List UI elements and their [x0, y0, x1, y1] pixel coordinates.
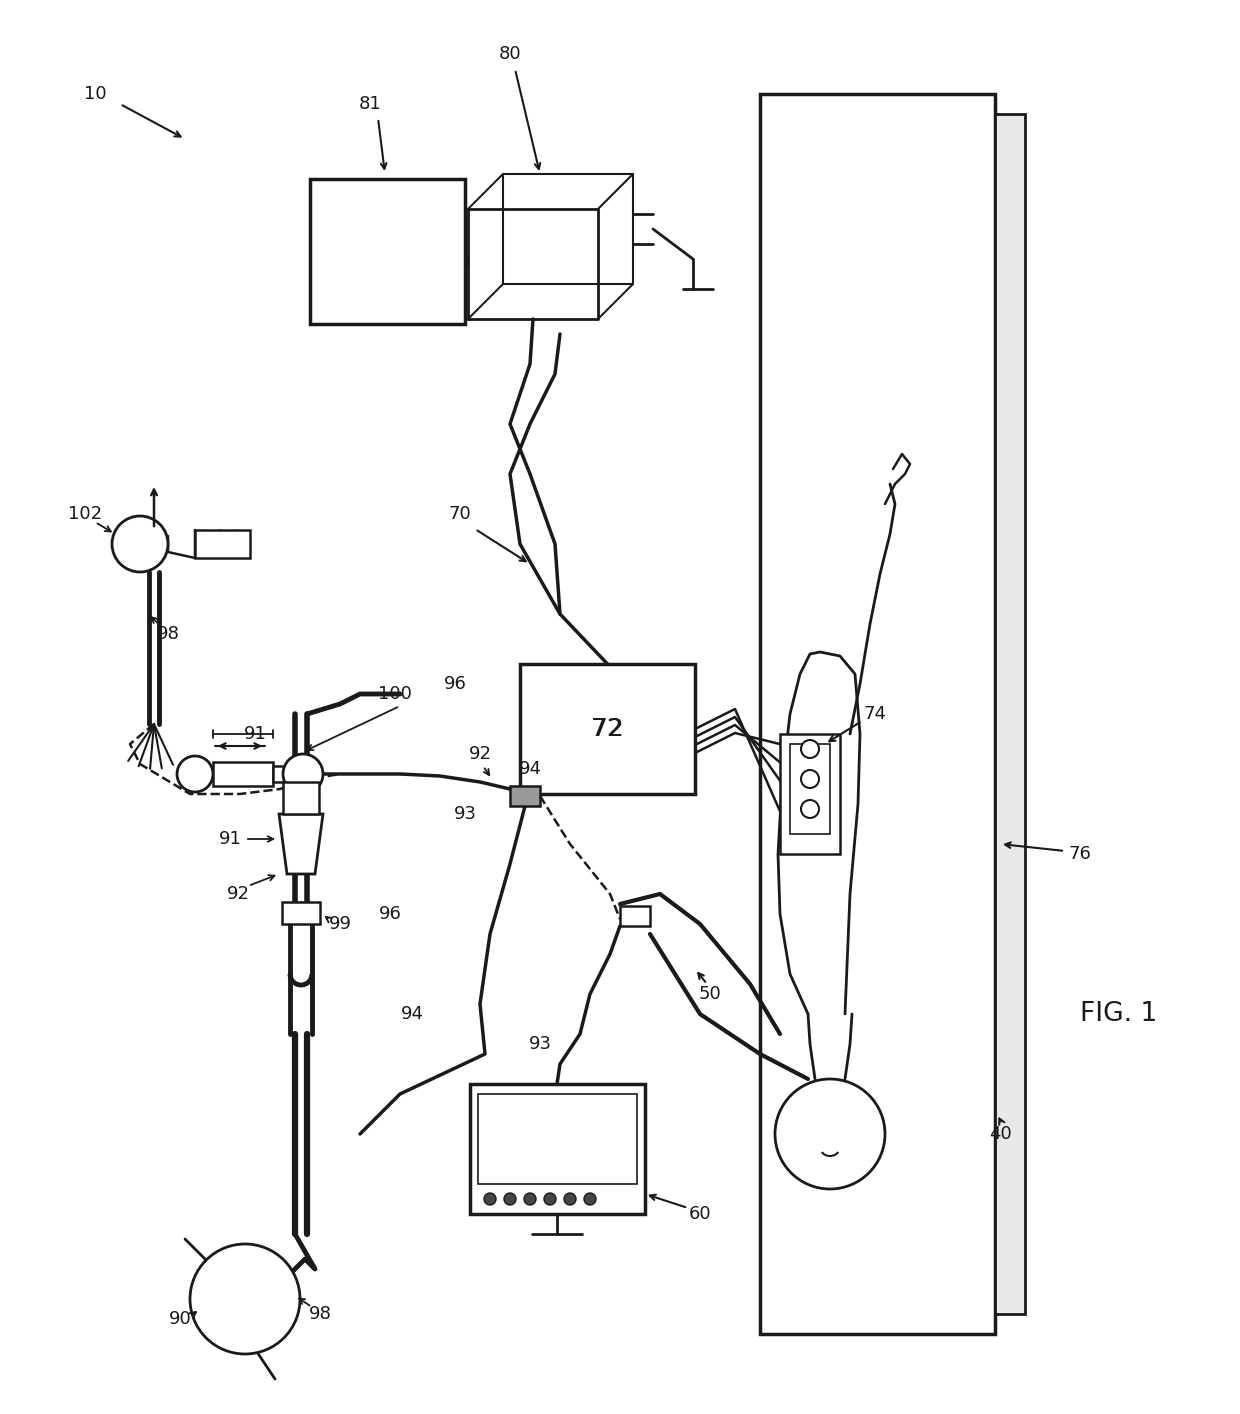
Text: 96: 96	[378, 905, 402, 923]
Bar	[213, 762, 273, 786]
Circle shape	[801, 800, 818, 819]
Text: 91: 91	[243, 725, 267, 742]
Circle shape	[190, 1244, 300, 1355]
Circle shape	[484, 1193, 496, 1205]
Text: 60: 60	[688, 1205, 712, 1223]
Circle shape	[525, 1193, 536, 1205]
Bar	[470, 1085, 645, 1215]
Text: 100: 100	[378, 684, 412, 703]
Text: 102: 102	[68, 505, 102, 523]
Text: 94: 94	[401, 1005, 424, 1022]
Bar	[195, 530, 250, 559]
Bar	[994, 115, 1025, 1314]
Circle shape	[503, 1193, 516, 1205]
Bar	[281, 902, 320, 923]
Bar	[477, 1094, 637, 1184]
Text: 80: 80	[498, 45, 521, 64]
Text: 81: 81	[358, 95, 382, 113]
Bar	[310, 180, 465, 324]
Bar	[780, 734, 839, 854]
Text: 90: 90	[169, 1309, 191, 1328]
Bar	[520, 665, 694, 795]
Bar	[620, 906, 650, 926]
Circle shape	[584, 1193, 596, 1205]
Text: 96: 96	[444, 674, 466, 693]
Text: 70: 70	[449, 505, 471, 523]
Bar	[760, 93, 994, 1333]
Circle shape	[801, 740, 818, 758]
Circle shape	[775, 1079, 885, 1189]
Text: 98: 98	[309, 1305, 331, 1324]
Bar	[510, 786, 539, 806]
Text: 76: 76	[1069, 846, 1091, 863]
Text: 99: 99	[329, 915, 351, 933]
Text: 98: 98	[156, 625, 180, 643]
Text: 50: 50	[698, 986, 722, 1003]
Text: 93: 93	[454, 805, 476, 823]
Text: 93: 93	[528, 1035, 552, 1053]
Circle shape	[564, 1193, 577, 1205]
Text: 94: 94	[518, 759, 542, 778]
Polygon shape	[279, 814, 322, 874]
Text: 72: 72	[591, 717, 624, 741]
Text: FIG. 1: FIG. 1	[1080, 1001, 1157, 1027]
Text: 92: 92	[227, 885, 249, 904]
Bar	[790, 744, 830, 834]
Circle shape	[283, 754, 322, 795]
Text: 74: 74	[863, 706, 887, 723]
Text: 72: 72	[591, 717, 622, 741]
Text: 10: 10	[83, 85, 107, 103]
Text: 40: 40	[988, 1126, 1012, 1143]
Circle shape	[177, 756, 213, 792]
Circle shape	[112, 516, 167, 573]
Circle shape	[801, 771, 818, 788]
Text: 91: 91	[218, 830, 242, 848]
Text: 92: 92	[469, 745, 491, 764]
Bar	[283, 782, 319, 814]
Circle shape	[544, 1193, 556, 1205]
Bar	[273, 766, 303, 782]
